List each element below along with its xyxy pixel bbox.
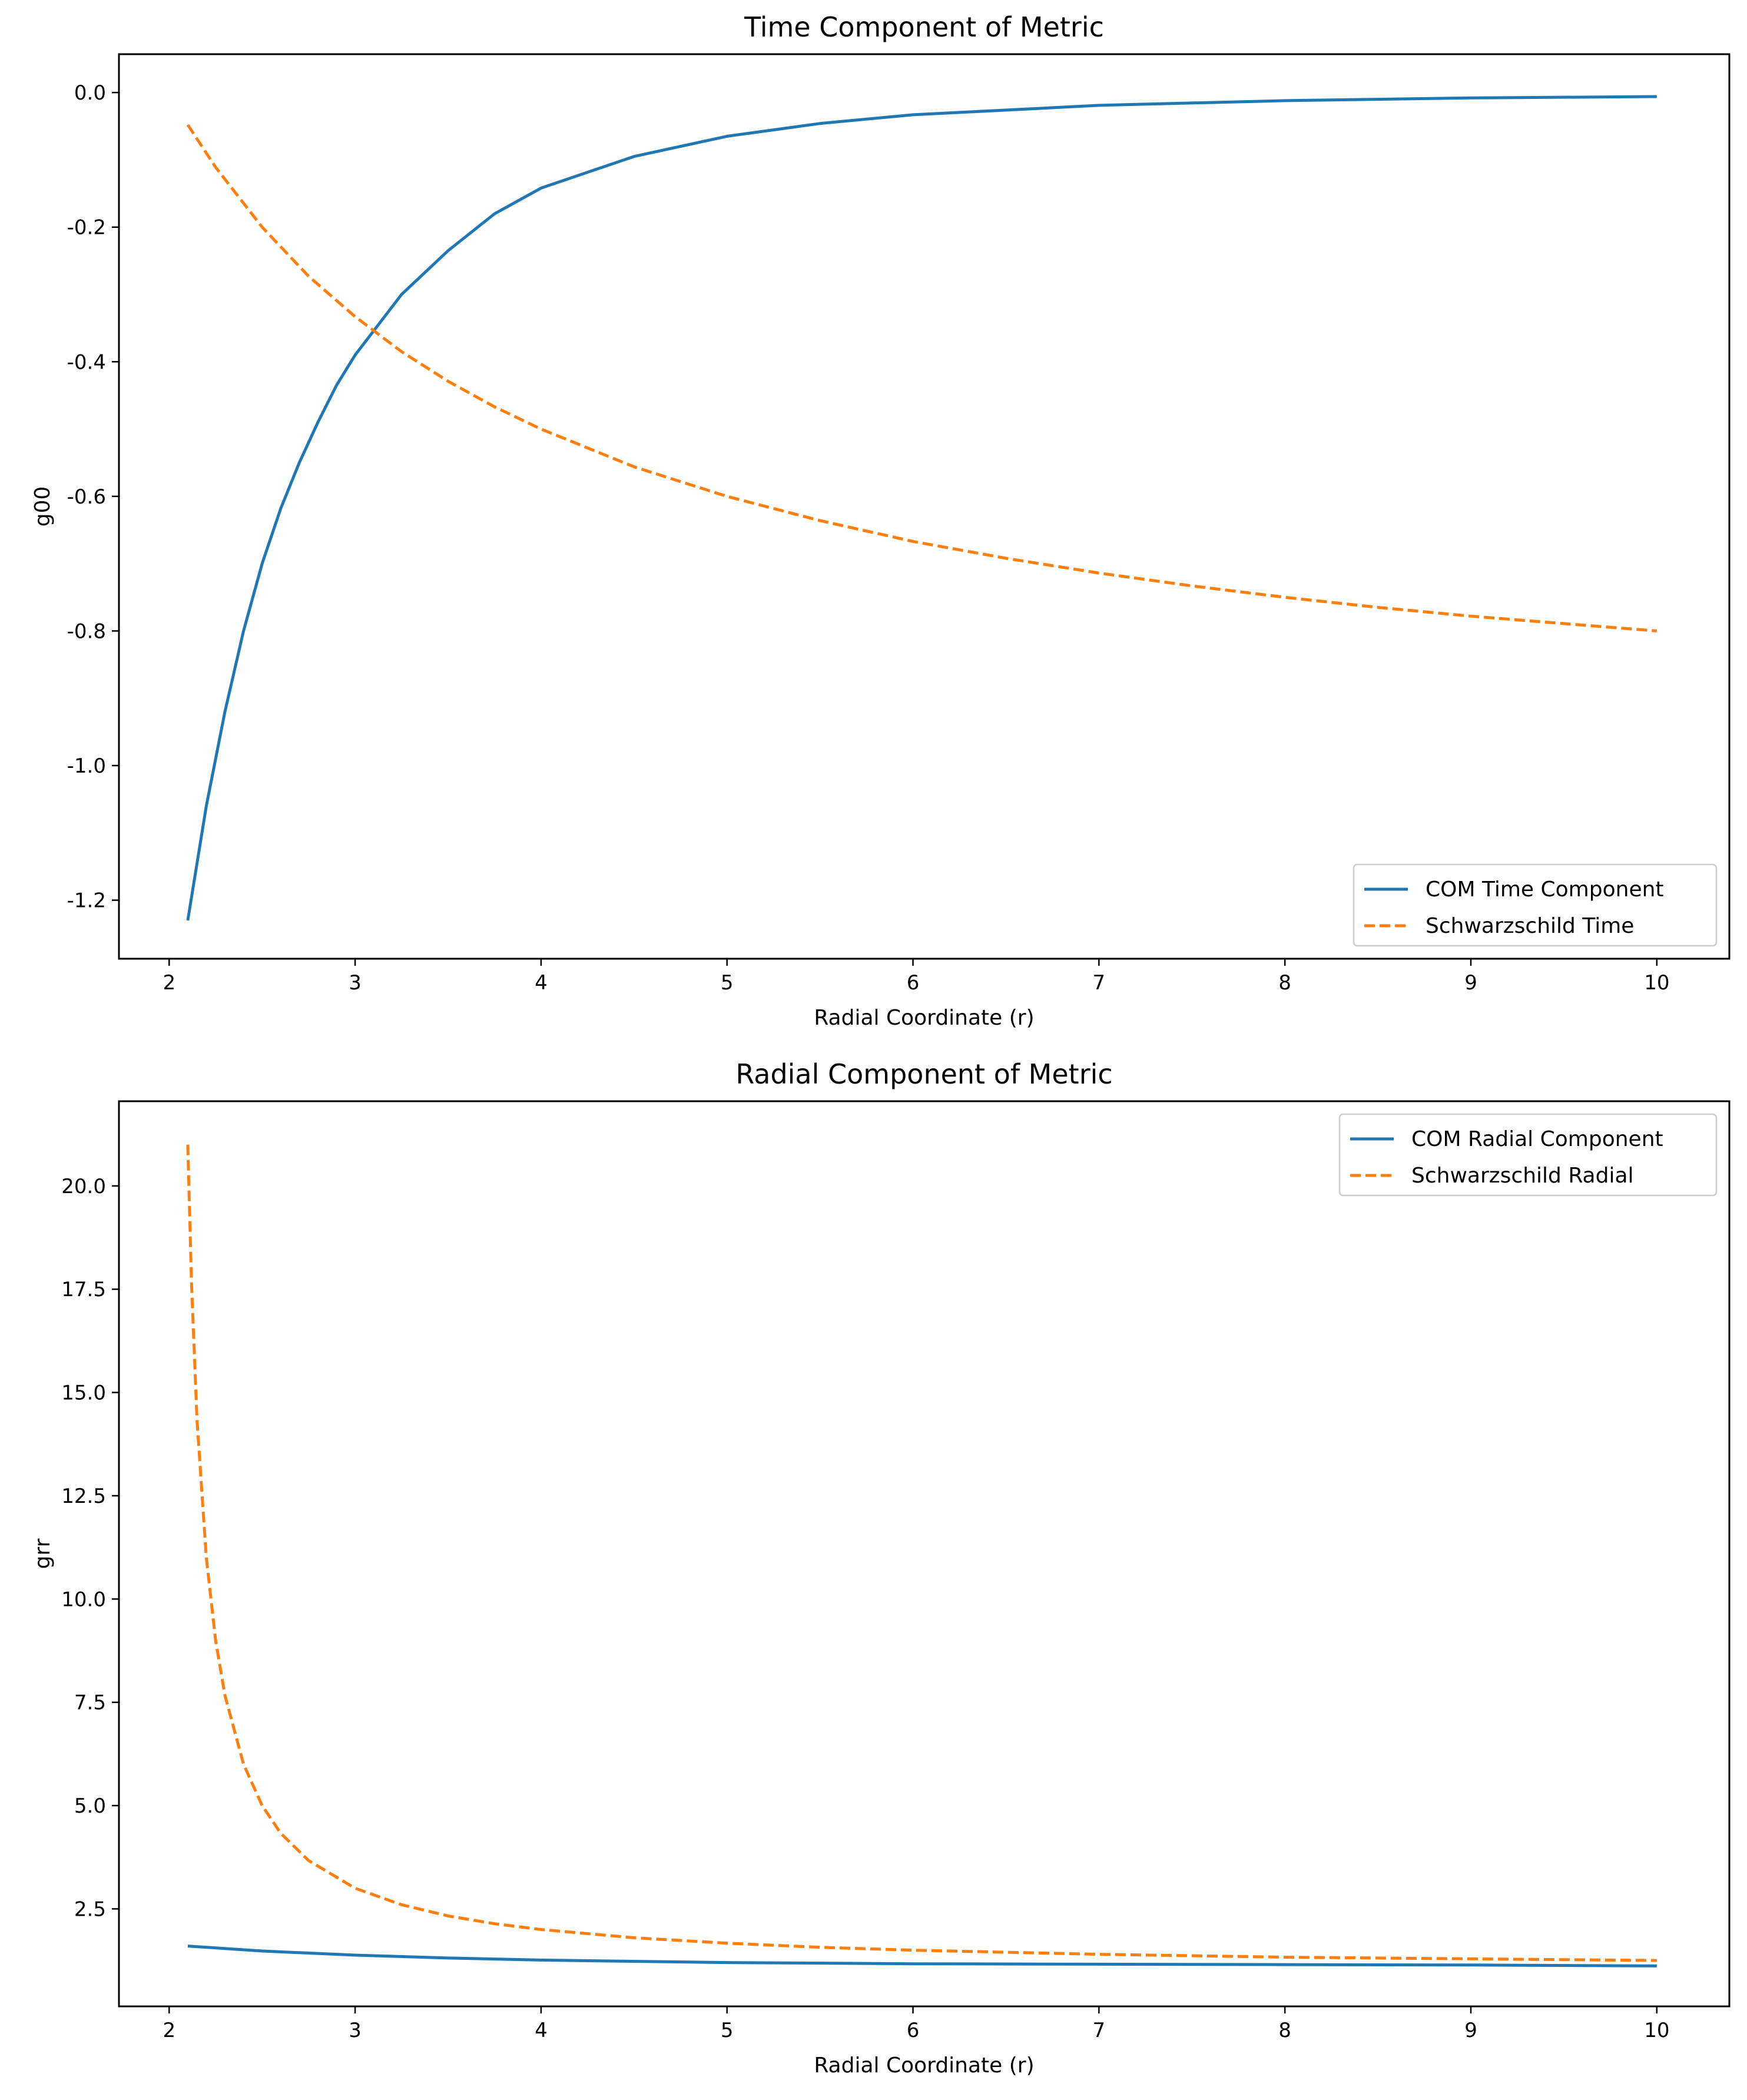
y-tick-label: -0.6 bbox=[67, 485, 106, 509]
x-tick-label: 6 bbox=[907, 971, 920, 995]
y-tick-label: -0.8 bbox=[67, 620, 106, 643]
x-tick-label: 3 bbox=[349, 971, 362, 995]
y-tick-label: 7.5 bbox=[74, 1691, 106, 1715]
legend-label-2: Schwarzschild Radial bbox=[1411, 1164, 1634, 1188]
chart-title: Time Component of Metric bbox=[744, 11, 1104, 43]
x-axis-label: Radial Coordinate (r) bbox=[814, 2053, 1034, 2078]
legend: COM Radial Component Schwarzschild Radial bbox=[1338, 1113, 1718, 1197]
y-tick-label: 5.0 bbox=[74, 1794, 106, 1818]
y-tick-label: 12.5 bbox=[61, 1485, 106, 1508]
x-tick-label: 9 bbox=[1464, 2019, 1477, 2042]
legend-label-1: COM Time Component bbox=[1426, 877, 1664, 902]
x-tick-label: 5 bbox=[721, 971, 734, 995]
legend-label-1: COM Radial Component bbox=[1411, 1127, 1663, 1151]
chart-title: Radial Component of Metric bbox=[735, 1058, 1112, 1090]
x-tick-label: 5 bbox=[721, 2019, 734, 2042]
time-component-chart: 2 3 4 5 6 7 8 9 10 0.0 -0.2 -0.4 -0.6 -0.8 -1.0 -1.2 Tim… bbox=[31, 11, 1731, 1030]
y-axis-label: grr bbox=[31, 1538, 55, 1569]
legend: COM Time Component Schwarzschild Time bbox=[1352, 863, 1718, 947]
series-line-2 bbox=[186, 124, 1657, 632]
y-tick-label: 15.0 bbox=[61, 1382, 106, 1405]
x-tick-label: 2 bbox=[163, 971, 175, 995]
series-line-1 bbox=[186, 95, 1657, 921]
x-tick-label: 7 bbox=[1093, 971, 1106, 995]
x-axis-label: Radial Coordinate (r) bbox=[814, 1006, 1034, 1030]
x-tick-label: 6 bbox=[907, 2019, 920, 2042]
y-tick-label: 10.0 bbox=[61, 1588, 106, 1611]
series-line-1 bbox=[187, 1945, 1657, 1967]
x-tick-label: 7 bbox=[1093, 2019, 1106, 2042]
plot-frame bbox=[118, 1100, 1731, 2008]
x-tick-label: 2 bbox=[163, 2019, 175, 2042]
x-tick-label: 10 bbox=[1644, 971, 1669, 995]
x-tick-label: 10 bbox=[1644, 2019, 1669, 2042]
x-tick-label: 3 bbox=[349, 2019, 362, 2042]
y-tick-label: -0.4 bbox=[67, 350, 106, 374]
x-tick-label: 8 bbox=[1278, 2019, 1291, 2042]
y-tick-label: 0.0 bbox=[74, 81, 106, 105]
legend-box bbox=[1352, 863, 1718, 947]
x-tick-label: 4 bbox=[535, 2019, 548, 2042]
radial-component-chart: 2 3 4 5 6 7 8 9 10 2.5 5.0 7.5 10.0 12.5 15.0 17.5 20.0 R… bbox=[31, 1058, 1731, 2078]
x-tick-label: 8 bbox=[1278, 971, 1291, 995]
legend-label-2: Schwarzschild Time bbox=[1426, 914, 1634, 938]
series-line-2 bbox=[186, 1144, 1657, 1962]
y-tick-label: -1.2 bbox=[67, 889, 106, 913]
y-tick-label: -0.2 bbox=[67, 216, 106, 240]
y-tick-label: 2.5 bbox=[74, 1897, 106, 1921]
x-tick-label: 4 bbox=[535, 971, 548, 995]
plot-frame bbox=[118, 53, 1731, 960]
y-axis-label: g00 bbox=[31, 486, 55, 527]
x-tick-label: 9 bbox=[1464, 971, 1477, 995]
y-tick-label: 20.0 bbox=[61, 1175, 106, 1198]
y-tick-label: 17.5 bbox=[61, 1278, 106, 1301]
y-tick-label: -1.0 bbox=[67, 754, 106, 778]
legend-box bbox=[1338, 1113, 1718, 1197]
